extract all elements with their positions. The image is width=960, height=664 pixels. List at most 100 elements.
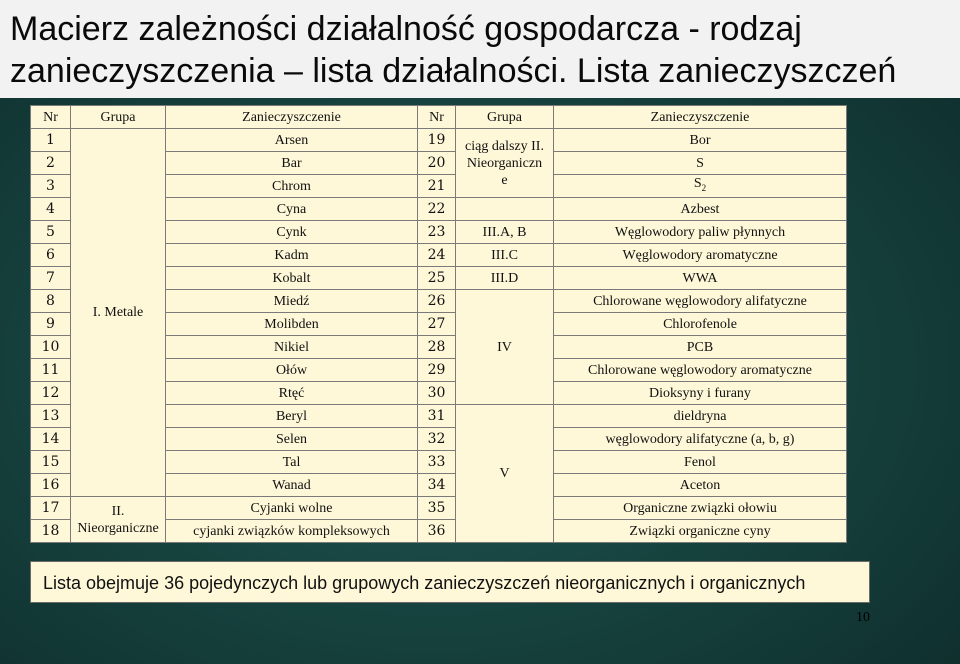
pollutant-table: Nr Grupa Zanieczyszczenie Nr Grupa Zanie…	[30, 105, 847, 543]
row-pollutant-right: Aceton	[553, 473, 847, 497]
row-nr-left: 15	[30, 450, 71, 474]
header-nr-right: Nr	[417, 105, 456, 129]
pollutant-name: Chlorofenole	[663, 316, 737, 332]
row-nr-left: 14	[30, 427, 71, 451]
group-nieorganiczne-line-2: Nieorganiczne	[77, 520, 159, 536]
pollutant-name: węglowodory alifatyczne (a, b, g)	[605, 431, 795, 447]
header-group-right: Grupa	[455, 105, 554, 129]
row-pollutant-right: Związki organiczne cyny	[553, 519, 847, 543]
row-pollutant-left: Cyna	[165, 197, 418, 221]
group-iii-c: III.C	[455, 243, 554, 267]
pollutant-name: Aceton	[679, 477, 721, 493]
group-nieorganiczne-line-1: II.	[111, 503, 125, 519]
title-band	[0, 0, 960, 98]
pollutant-name: S	[696, 155, 704, 171]
table-row: 10 Nikiel 28 PCB	[30, 335, 847, 359]
row-pollutant-left: Cyjanki wolne	[165, 496, 418, 520]
table-header-row: Nr Grupa Zanieczyszczenie Nr Grupa Zanie…	[30, 105, 847, 129]
row-nr-right: 35	[417, 496, 456, 520]
row-nr-right: 20	[417, 151, 456, 175]
row-nr-left: 5	[30, 220, 71, 244]
header-pollutant-right: Zanieczyszczenie	[553, 105, 847, 129]
row-pollutant-left: Selen	[165, 427, 418, 451]
pollutant-name: Węglowodory paliw płynnych	[614, 224, 786, 240]
row-pollutant-left: Kobalt	[165, 266, 418, 290]
row-pollutant-right: dieldryna	[553, 404, 847, 428]
pollutant-name: Fenol	[684, 454, 716, 470]
table-row: 14 Selen 32 węglowodory alifatyczne (a, b, …	[30, 427, 847, 451]
footer-note: Lista obejmuje 36 pojedynczych lub grupo…	[30, 561, 870, 603]
row-pollutant-right: PCB	[553, 335, 847, 359]
row-nr-left: 16	[30, 473, 71, 497]
group-iii-d: III.D	[455, 266, 554, 290]
row-nr-left: 2	[30, 151, 71, 175]
row-pollutant-right: Dioksyny i furany	[553, 381, 847, 405]
group-continued-line-1: ciąg dalszy II.	[465, 138, 544, 154]
row-pollutant-right: Fenol	[553, 450, 847, 474]
row-nr-left: 11	[30, 358, 71, 382]
pollutant-name: Związki organiczne cyny	[629, 523, 771, 539]
row-nr-right: 32	[417, 427, 456, 451]
row-pollutant-left: Tal	[165, 450, 418, 474]
pollutant-name: Bor	[689, 132, 711, 148]
row-pollutant-left: Nikiel	[165, 335, 418, 359]
page-number: 10	[856, 610, 870, 625]
pollutant-name: PCB	[686, 339, 714, 355]
row-pollutant-left: Molibden	[165, 312, 418, 336]
row-nr-right: 36	[417, 519, 456, 543]
pollutant-name: Chlorowane węglowodory aromatyczne	[588, 362, 812, 378]
pollutant-subscript: 2	[701, 182, 707, 193]
row-nr-left: 3	[30, 174, 71, 198]
group-v: V	[455, 404, 554, 543]
pollutant-name: Azbest	[680, 201, 720, 217]
row-nr-left: 17	[30, 496, 71, 520]
row-nr-right: 22	[417, 197, 456, 221]
row-pollutant-right: Organiczne związki ołowiu	[553, 496, 847, 520]
row-nr-right: 31	[417, 404, 456, 428]
row-nr-right: 23	[417, 220, 456, 244]
row-nr-right: 19	[417, 128, 456, 152]
row-pollutant-left: Wanad	[165, 473, 418, 497]
row-pollutant-left: Chrom	[165, 174, 418, 198]
group-continued-blank	[455, 197, 554, 221]
group-nieorganiczne: II. Nieorganiczne	[70, 496, 166, 543]
row-nr-left: 9	[30, 312, 71, 336]
row-pollutant-left: Kadm	[165, 243, 418, 267]
header-nr-left: Nr	[30, 105, 71, 129]
group-iii-ab: III.A, B	[455, 220, 554, 244]
row-nr-right: 28	[417, 335, 456, 359]
slide-title-line-2: zanieczyszczenia – lista działalności. L…	[10, 52, 897, 90]
row-nr-left: 13	[30, 404, 71, 428]
group-continued-nieorganiczne: ciąg dalszy II. Nieorganiczn e	[455, 128, 554, 198]
row-nr-left: 18	[30, 519, 71, 543]
row-nr-left: 12	[30, 381, 71, 405]
header-pollutant-left: Zanieczyszczenie	[165, 105, 418, 129]
header-group-left: Grupa	[70, 105, 166, 129]
group-metale: I. Metale	[70, 128, 166, 497]
row-nr-right: 26	[417, 289, 456, 313]
row-nr-right: 30	[417, 381, 456, 405]
table-row: 4 Cyna 22 Azbest	[30, 197, 847, 221]
row-nr-left: 10	[30, 335, 71, 359]
pollutant-name: Węglowodory aromatyczne	[622, 247, 778, 263]
row-nr-right: 29	[417, 358, 456, 382]
row-pollutant-right: Węglowodory aromatyczne	[553, 243, 847, 267]
row-nr-right: 21	[417, 174, 456, 198]
row-pollutant-right: WWA	[553, 266, 847, 290]
table-row: 12 Rtęć 30 Dioksyny i furany	[30, 381, 847, 405]
row-pollutant-left: Ołów	[165, 358, 418, 382]
table-row: 15 Tal 33 Fenol	[30, 450, 847, 474]
pollutant-name: Dioksyny i furany	[649, 385, 751, 401]
row-pollutant-left: Arsen	[165, 128, 418, 152]
table-row: 16 Wanad 34 Aceton	[30, 473, 847, 497]
row-pollutant-right: Chlorofenole	[553, 312, 847, 336]
row-pollutant-left: Beryl	[165, 404, 418, 428]
row-pollutant-right: Bor	[553, 128, 847, 152]
slide-title-line-1: Macierz zależności działalność gospodarc…	[10, 10, 802, 48]
row-pollutant-left: Miedź	[165, 289, 418, 313]
row-nr-right: 33	[417, 450, 456, 474]
row-nr-left: 4	[30, 197, 71, 221]
slide-title: Macierz zależności działalność gospodarc…	[10, 8, 940, 92]
row-pollutant-left: Cynk	[165, 220, 418, 244]
table-row: 5 Cynk 23 III.A, B Węglowodory paliw płynnyc…	[30, 220, 847, 244]
